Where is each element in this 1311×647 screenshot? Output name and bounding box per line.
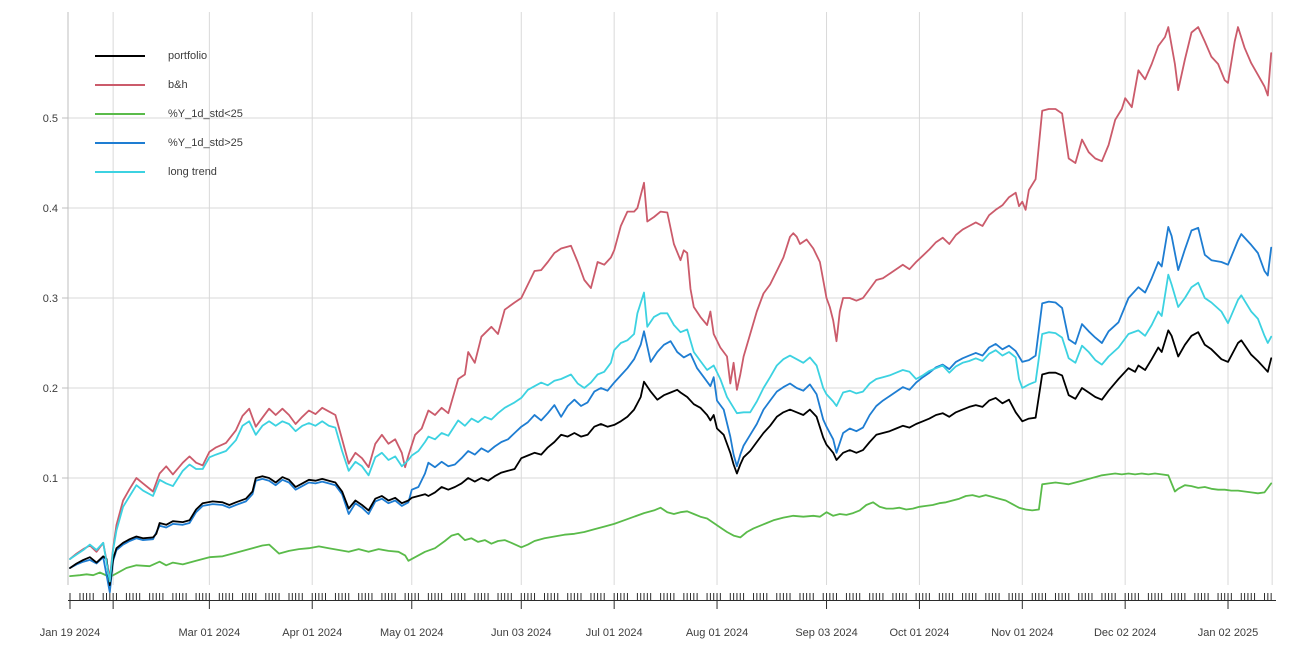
y-tick-label: 0.1 bbox=[43, 473, 58, 485]
x-tick-label: Mar 01 2024 bbox=[178, 627, 240, 639]
series-line--y-1d-std-25 bbox=[69, 472, 1273, 578]
x-tick-label: Jan 02 2025 bbox=[1198, 627, 1259, 639]
y-tick-label: 0.4 bbox=[43, 203, 58, 215]
legend-line-long-trend-icon bbox=[95, 171, 145, 173]
x-tick-label: Oct 01 2024 bbox=[889, 627, 949, 639]
y-tick-label: 0.3 bbox=[43, 293, 58, 305]
x-tick-label: Aug 01 2024 bbox=[686, 627, 748, 639]
legend-line-bh-icon bbox=[95, 84, 145, 86]
y-tick-label: 0.5 bbox=[43, 113, 58, 125]
legend-line-std-gt-25-icon bbox=[95, 142, 145, 144]
x-tick-label: Apr 01 2024 bbox=[282, 627, 342, 639]
legend-item-bh: b&h bbox=[95, 78, 188, 92]
x-tick-label: Jul 01 2024 bbox=[586, 627, 643, 639]
legend-item-long-trend: long trend bbox=[95, 165, 217, 179]
x-tick-label: Dec 02 2024 bbox=[1094, 627, 1156, 639]
x-tick-label: Nov 01 2024 bbox=[991, 627, 1053, 639]
legend-item-std-gt-25: %Y_1d_std>25 bbox=[95, 136, 243, 150]
legend-label: %Y_1d_std>25 bbox=[168, 137, 243, 149]
legend-label: portfolio bbox=[168, 50, 208, 62]
legend-line-portfolio-icon bbox=[95, 55, 145, 57]
legend-label: b&h bbox=[168, 79, 188, 91]
y-tick-label: 0.2 bbox=[43, 383, 58, 395]
legend-item-portfolio: portfolio bbox=[95, 49, 207, 63]
x-tick-label: Jan 19 2024 bbox=[40, 627, 101, 639]
x-tick-label: Jun 03 2024 bbox=[491, 627, 552, 639]
x-tick-label: Sep 03 2024 bbox=[795, 627, 857, 639]
legend-line-std-lt-25-icon bbox=[95, 113, 145, 115]
legend-label: %Y_1d_std<25 bbox=[168, 108, 243, 120]
series-line-long-trend bbox=[69, 273, 1273, 583]
x-tick-label: May 01 2024 bbox=[380, 627, 444, 639]
series-line-b-h bbox=[69, 26, 1273, 579]
series-line-portfolio bbox=[69, 329, 1273, 586]
legend-item-std-lt-25: %Y_1d_std<25 bbox=[95, 107, 243, 121]
series-line--y-1d-std-25 bbox=[69, 225, 1273, 594]
legend-label: long trend bbox=[168, 166, 217, 178]
